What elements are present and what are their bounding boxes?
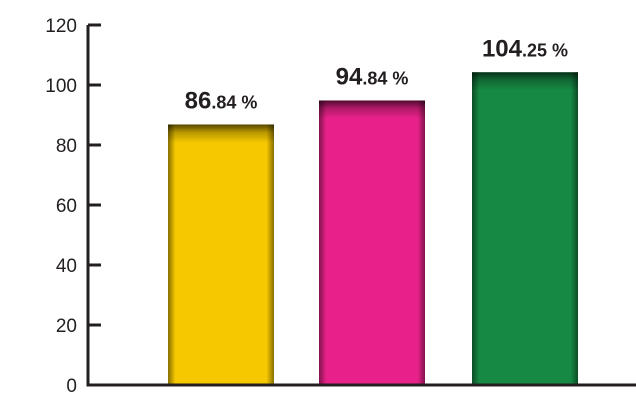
bar-top-shade: [472, 72, 578, 203]
y-tick-label: 0: [66, 376, 77, 395]
labels-layer: 86.84 %94.84 %104.25 %: [185, 35, 568, 114]
bar-2: [319, 100, 425, 385]
y-tick-label: 60: [56, 196, 77, 217]
bar-value-rest: .84 %: [211, 92, 257, 112]
bar-value-main: 94: [336, 63, 363, 90]
bar-value-rest: .84 %: [362, 68, 408, 88]
bar-1: [168, 124, 274, 385]
bar-value-label: 94.84 %: [336, 63, 409, 90]
y-tick-label: 80: [56, 136, 77, 157]
bar-top-shade: [319, 100, 425, 231]
bar-value-main: 86: [185, 87, 212, 114]
y-tick-label: 100: [45, 76, 77, 97]
bar-value-rest: .25 %: [522, 40, 568, 60]
bar-top-shade: [168, 124, 274, 255]
bar-value-label: 104.25 %: [482, 35, 568, 62]
axis-layer: 0 20 40 60 80 100 120: [45, 16, 636, 395]
y-tick-label: 40: [56, 256, 77, 277]
y-tick-label: 120: [45, 16, 77, 37]
bar-3: [472, 72, 578, 385]
y-tick-label: 20: [56, 316, 77, 337]
bar-value-label: 86.84 %: [185, 87, 258, 114]
bar-value-main: 104: [482, 35, 523, 62]
bars-layer: [168, 72, 578, 385]
